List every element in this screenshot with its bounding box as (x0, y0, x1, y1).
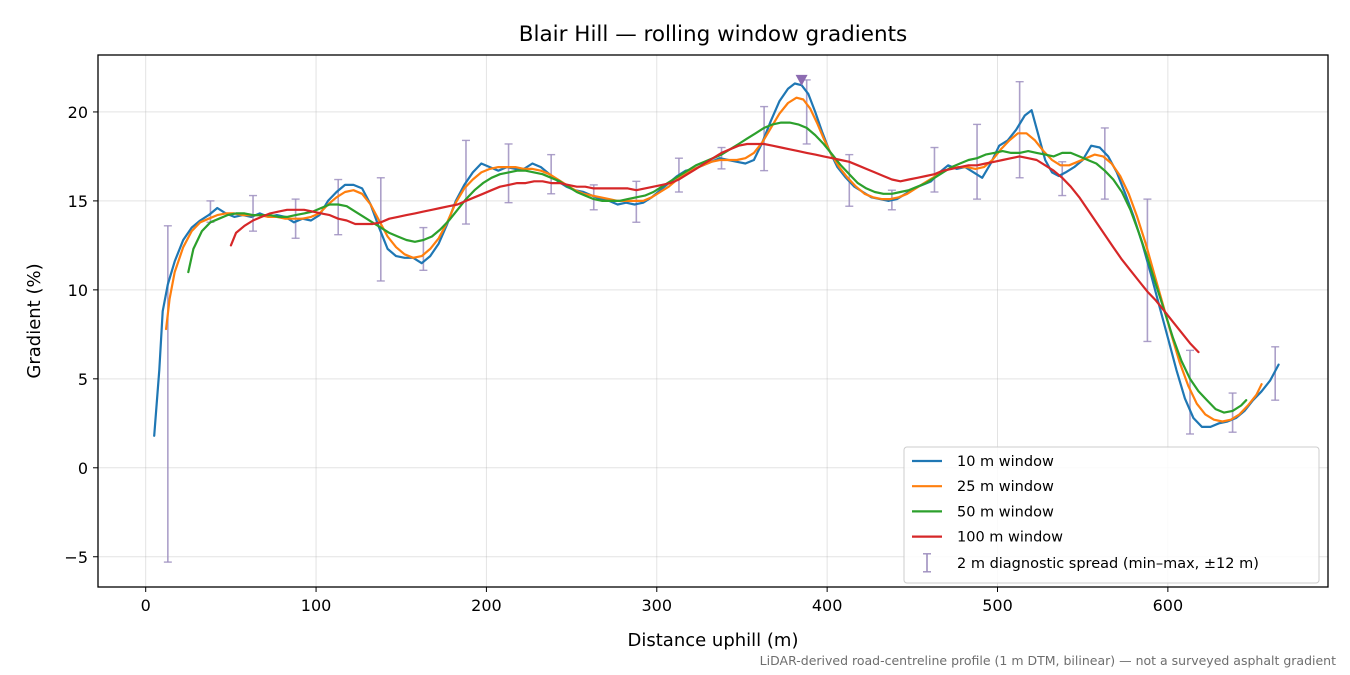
x-axis-label: Distance uphill (m) (628, 630, 799, 651)
series-line-2 (165, 96, 1263, 423)
legend-label: 25 m window (957, 479, 1054, 495)
y-axis-label: Gradient (%) (24, 263, 45, 378)
y-tick-label: 0 (78, 459, 88, 478)
x-tick-label: 0 (141, 596, 151, 615)
error-bar (1271, 346, 1280, 401)
series-line-1 (153, 82, 1280, 437)
error-bar (1143, 198, 1152, 343)
error-bar (1186, 349, 1195, 435)
ticks: 0 100 200 300 400 500 600 −5 0 5 10 15 20 (64, 103, 1183, 615)
error-bar-group (163, 79, 1280, 563)
error-bar (930, 146, 939, 193)
error-bar (334, 178, 343, 236)
plot-area (153, 74, 1280, 563)
legend-label: 50 m window (957, 504, 1054, 520)
legend-label: 100 m window (957, 530, 1063, 546)
axes-frame (97, 54, 1329, 588)
y-tick-label: 20 (68, 103, 88, 122)
error-bar (973, 123, 982, 200)
error-bar (249, 194, 258, 232)
peak-marker (795, 74, 808, 86)
error-bar (1100, 127, 1109, 200)
legend-label: 10 m window (957, 454, 1054, 470)
legend: 10 m window 25 m window 50 m window 100 m w… (903, 446, 1320, 584)
x-tick-label: 500 (982, 596, 1013, 615)
y-tick-label: 15 (68, 192, 88, 211)
chart-title: Blair Hill — rolling window gradients (519, 22, 908, 47)
y-tick-label: 10 (68, 281, 88, 300)
error-bar (1228, 392, 1237, 433)
x-tick-label: 400 (812, 596, 843, 615)
series-line-4 (229, 142, 1200, 354)
x-tick-label: 300 (642, 596, 673, 615)
legend-box (903, 446, 1320, 584)
y-tick-label: −5 (64, 548, 88, 567)
x-tick-label: 600 (1153, 596, 1184, 615)
error-bar (1015, 80, 1024, 179)
grid (98, 55, 1328, 587)
footnote: LiDAR-derived road-centreline profile (1… (760, 653, 1336, 668)
x-tick-label: 200 (471, 596, 502, 615)
x-tick-label: 100 (301, 596, 332, 615)
y-tick-label: 5 (78, 370, 88, 389)
legend-label: 2 m diagnostic spread (min–max, ±12 m) (957, 556, 1259, 572)
